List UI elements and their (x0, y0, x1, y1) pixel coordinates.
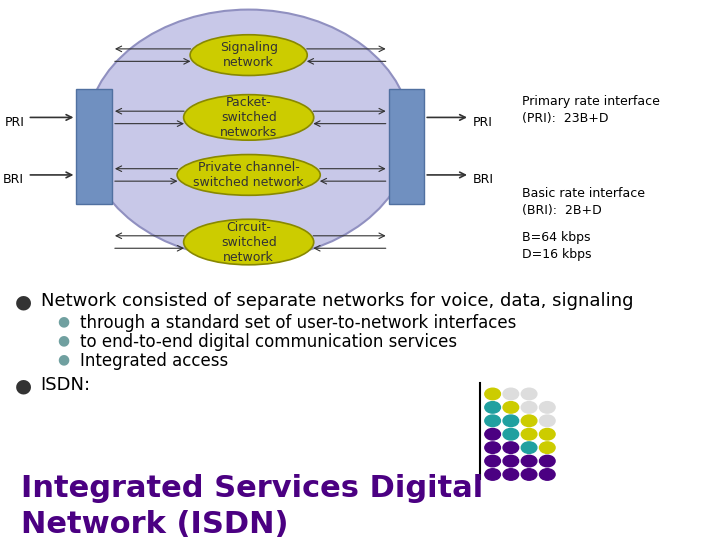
Circle shape (521, 455, 537, 467)
FancyBboxPatch shape (76, 89, 112, 204)
Circle shape (485, 469, 500, 480)
Text: Network consisted of separate networks for voice, data, signaling: Network consisted of separate networks f… (40, 292, 633, 310)
Circle shape (539, 455, 555, 467)
Text: ●: ● (14, 292, 32, 312)
Circle shape (503, 415, 518, 427)
Ellipse shape (190, 35, 307, 76)
Circle shape (503, 388, 518, 400)
Text: ●: ● (57, 352, 69, 366)
Circle shape (539, 428, 555, 440)
Circle shape (521, 442, 537, 454)
Circle shape (521, 388, 537, 400)
Text: PRI: PRI (473, 116, 493, 129)
Circle shape (485, 442, 500, 454)
Ellipse shape (184, 94, 314, 140)
Text: ISDN:: ISDN: (40, 376, 91, 394)
Circle shape (485, 415, 500, 427)
Circle shape (485, 455, 500, 467)
Circle shape (539, 469, 555, 480)
Circle shape (539, 442, 555, 454)
Text: Integrated Services Digital
Network (ISDN): Integrated Services Digital Network (ISD… (21, 475, 483, 539)
Text: BRI: BRI (3, 173, 24, 186)
Circle shape (539, 402, 555, 413)
Circle shape (521, 469, 537, 480)
Ellipse shape (177, 154, 320, 195)
Text: Packet-
switched
networks: Packet- switched networks (220, 96, 277, 139)
Text: PRI: PRI (4, 116, 24, 129)
Ellipse shape (86, 10, 411, 259)
Text: Private channel-
switched network: Private channel- switched network (194, 161, 304, 189)
Text: B=64 kbps
D=16 kbps: B=64 kbps D=16 kbps (522, 231, 591, 261)
Circle shape (503, 402, 518, 413)
Text: Circuit-
switched
network: Circuit- switched network (221, 220, 276, 264)
Text: Signaling
network: Signaling network (220, 41, 278, 69)
Text: through a standard set of user-to-network interfaces: through a standard set of user-to-networ… (79, 314, 516, 332)
Text: Integrated access: Integrated access (79, 352, 228, 370)
Text: Primary rate interface
(PRI):  23B+D: Primary rate interface (PRI): 23B+D (522, 95, 660, 125)
FancyBboxPatch shape (389, 89, 424, 204)
Circle shape (503, 469, 518, 480)
Circle shape (485, 388, 500, 400)
Text: ●: ● (14, 376, 32, 395)
Circle shape (503, 442, 518, 454)
Circle shape (503, 428, 518, 440)
Circle shape (485, 428, 500, 440)
Text: to end-to-end digital communication services: to end-to-end digital communication serv… (79, 333, 456, 351)
Text: ●: ● (57, 333, 69, 347)
Text: Basic rate interface
(BRI):  2B+D: Basic rate interface (BRI): 2B+D (522, 187, 645, 217)
Circle shape (539, 415, 555, 427)
Circle shape (521, 428, 537, 440)
Circle shape (521, 415, 537, 427)
Ellipse shape (184, 219, 314, 265)
Text: ●: ● (57, 314, 69, 328)
Circle shape (503, 455, 518, 467)
Circle shape (485, 402, 500, 413)
Text: BRI: BRI (473, 173, 494, 186)
Circle shape (521, 402, 537, 413)
